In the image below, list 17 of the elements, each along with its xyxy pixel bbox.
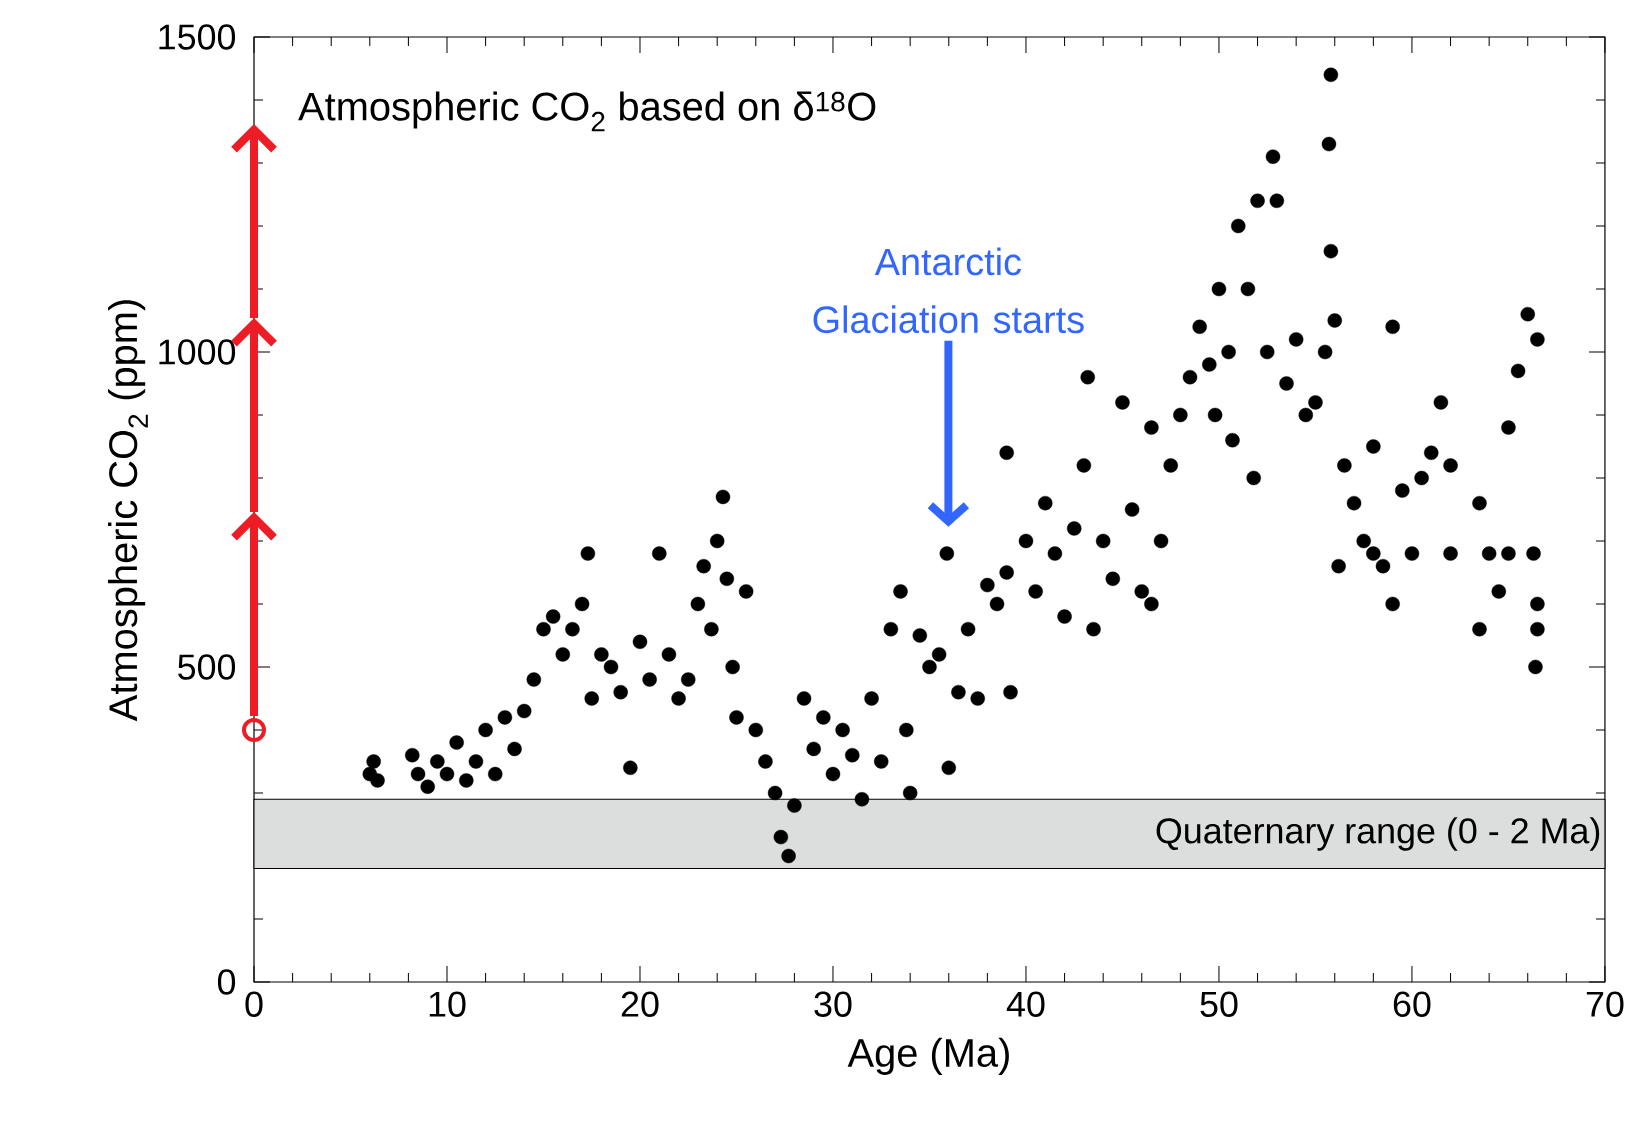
y-tick-label: 0 xyxy=(217,969,236,995)
y-tick-label: 500 xyxy=(178,654,236,680)
x-tick-label: 20 xyxy=(621,991,659,1017)
annotation: Antarctic Glaciation starts xyxy=(813,247,1084,334)
x-tick-label: 0 xyxy=(245,991,263,1017)
x-tick-label: 30 xyxy=(814,991,852,1017)
x-tick-label: 70 xyxy=(1586,991,1624,1017)
x-tick-label: 40 xyxy=(1006,991,1045,1017)
y-tick-label: 1000 xyxy=(159,339,236,365)
x-tick-label: 50 xyxy=(1200,991,1238,1017)
y-tick-label: 1500 xyxy=(159,24,236,50)
x-tick-label: 10 xyxy=(429,991,466,1017)
y-axis-title: Atmospheric CO$_{2}$ (ppm) xyxy=(108,300,148,722)
text: Atmospheric CO$_{2}$ based on δ$^{18}$O xyxy=(298,91,876,132)
x-tick-label: 60 xyxy=(1393,991,1431,1017)
x-axis-title: Age (Ma) xyxy=(847,1037,1009,1075)
band-label: Quaternary range (0 - 2 Ma) xyxy=(1156,817,1600,851)
